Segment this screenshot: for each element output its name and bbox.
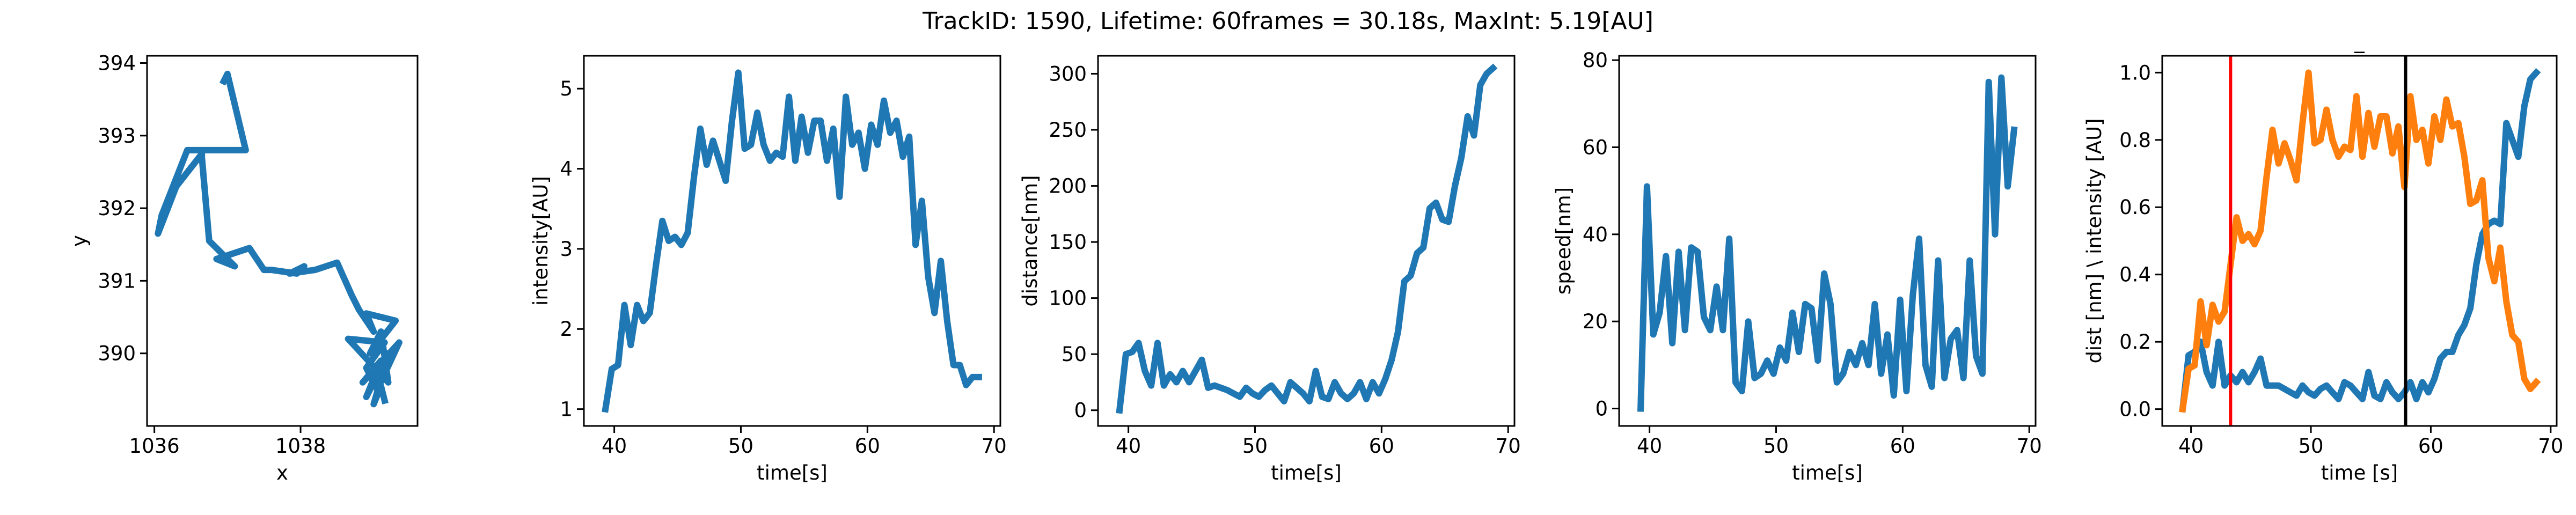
chart-panel-1: 1036 1038 390 391 392 393 394 x y	[68, 52, 419, 484]
x-tick-label: 40	[1116, 435, 1141, 458]
y-tick-label: 100	[1049, 287, 1087, 310]
x-axis-label: time[s]	[1271, 461, 1342, 484]
x-tick-label: 40	[1637, 435, 1662, 458]
x-tick-label: 40	[2178, 435, 2204, 458]
y-tick-label: 0.2	[2119, 330, 2151, 354]
x-tick-label: 40	[602, 435, 627, 458]
y-tick-label: 393	[98, 124, 136, 148]
y-tick-label: 0.8	[2119, 129, 2151, 152]
figure-title: TrackID: 1590, Lifetime: 60frames = 30.1…	[922, 8, 1653, 35]
y-tick-label: 300	[1049, 62, 1087, 85]
axes-title: _	[2354, 30, 2365, 53]
chart-panel-4: 40 50 60 70 0 20 40 60 80 time[s] speed[nm]	[1552, 49, 2042, 484]
y-tick-label: 200	[1049, 174, 1087, 197]
y-tick-label: 0	[1595, 397, 1608, 420]
x-axis-label: time [s]	[2321, 461, 2398, 484]
axes-frame-3	[1097, 55, 1516, 427]
y-tick-label: 0.4	[2119, 263, 2151, 286]
y-tick-label: 20	[1583, 310, 1608, 333]
series-line-5-2	[2179, 69, 2541, 413]
chart-panel-3: 40 50 60 70 0 50 100 150 200 250 300 time[s] distanc…	[1019, 55, 1521, 484]
y-tick-label: 394	[98, 52, 136, 75]
y-tick-label: 40	[1583, 223, 1608, 246]
series-line-2-1	[602, 69, 982, 413]
y-tick-label: 3	[560, 238, 573, 261]
x-axis-label: time[s]	[1792, 461, 1863, 484]
y-tick-label: 50	[1062, 343, 1087, 366]
x-tick-label: 50	[2298, 435, 2323, 458]
x-tick-label: 1038	[275, 435, 326, 458]
y-tick-label: 391	[98, 269, 136, 292]
x-axis-label: time[s]	[757, 461, 828, 484]
x-tick-label: 70	[982, 435, 1007, 458]
chart-panel-5: 40 50 60 70 0.0 0.2 0.4 0.6 0.8 1.0 time [s] dist […	[2083, 30, 2563, 484]
y-tick-label: 150	[1049, 231, 1087, 254]
y-tick-label: 4	[560, 158, 573, 181]
chart-panel-2: 40 50 60 70 1 2 3 4 5 time[s] intensity[AU]	[529, 55, 1007, 484]
y-axis-label: distance[nm]	[1019, 175, 1042, 306]
axes-frame-1	[146, 55, 419, 427]
y-tick-label: 390	[98, 342, 136, 365]
series-line-4-1	[1637, 74, 2018, 412]
y-tick-label: 60	[1583, 136, 1608, 159]
x-tick-label: 70	[2017, 435, 2042, 458]
y-axis-label: speed[nm]	[1552, 187, 1575, 295]
y-tick-label: 0.6	[2119, 196, 2151, 219]
x-tick-label: 60	[855, 435, 880, 458]
y-tick-label: 0	[1074, 399, 1087, 422]
axes-frame-2	[583, 55, 1001, 427]
x-axis-label: x	[276, 461, 288, 484]
y-axis-label: dist [nm] \ intensity [AU]	[2083, 118, 2106, 363]
y-tick-label: 5	[560, 77, 573, 100]
y-axis-label: intensity[AU]	[529, 176, 552, 306]
series-line-5-1	[2179, 68, 2541, 413]
y-tick-label: 1	[560, 398, 573, 421]
axes-frame-4	[1618, 55, 2037, 427]
x-tick-label: 70	[1496, 435, 1521, 458]
x-tick-label: 60	[1369, 435, 1394, 458]
y-axis-label: y	[68, 235, 91, 247]
x-tick-label: 50	[728, 435, 753, 458]
axes-frame-5	[2161, 55, 2558, 427]
series-line-1-1	[155, 70, 402, 408]
series-line-3-1	[1116, 63, 1498, 414]
x-tick-label: 1036	[129, 435, 180, 458]
y-tick-label: 250	[1049, 119, 1087, 142]
y-tick-label: 0.0	[2119, 398, 2151, 421]
x-tick-label: 60	[2418, 435, 2443, 458]
y-tick-label: 2	[560, 318, 573, 341]
x-tick-label: 70	[2538, 435, 2563, 458]
y-tick-label: 392	[98, 197, 136, 220]
y-tick-label: 80	[1583, 49, 1608, 72]
y-tick-label: 1.0	[2119, 61, 2151, 84]
x-tick-label: 50	[1242, 435, 1268, 458]
x-tick-label: 50	[1763, 435, 1789, 458]
x-tick-label: 60	[1890, 435, 1915, 458]
